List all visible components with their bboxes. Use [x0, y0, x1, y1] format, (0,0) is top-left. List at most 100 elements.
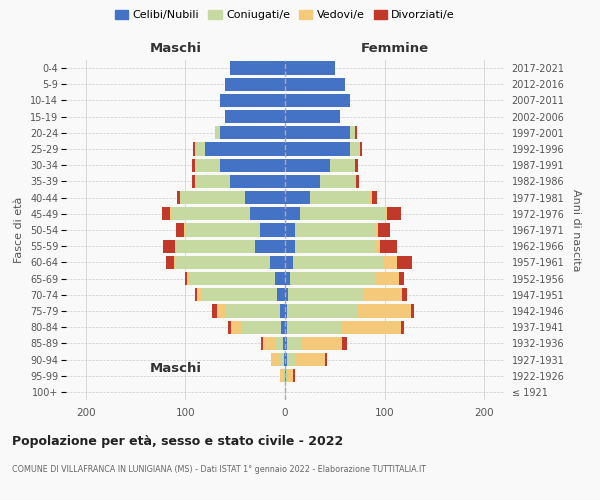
Bar	[196, 288, 197, 302]
Text: Popolazione per età, sesso e stato civile - 2022: Popolazione per età, sesso e stato civil…	[12, 435, 343, 448]
Bar	[285, 126, 350, 140]
Bar	[217, 304, 225, 318]
Bar	[285, 224, 295, 236]
Bar	[285, 191, 310, 204]
Bar	[212, 304, 217, 318]
Bar	[403, 288, 407, 302]
Bar	[196, 175, 230, 188]
Text: Femmine: Femmine	[361, 42, 428, 55]
Bar	[287, 304, 356, 318]
Bar	[355, 126, 356, 140]
Bar	[295, 353, 325, 366]
Bar	[350, 126, 355, 140]
Bar	[187, 272, 190, 285]
Bar	[285, 62, 335, 74]
Bar	[231, 320, 241, 334]
Bar	[285, 353, 287, 366]
Bar	[176, 256, 270, 269]
Bar	[228, 320, 231, 334]
Bar	[173, 256, 176, 269]
Bar	[190, 272, 275, 285]
Y-axis label: Fasce di età: Fasce di età	[14, 197, 25, 263]
Text: COMUNE DI VILLAFRANCA IN LUNIGIANA (MS) - Dati ISTAT 1° gennaio 2022 - Elaborazi: COMUNE DI VILLAFRANCA IN LUNIGIANA (MS) …	[12, 465, 426, 474]
Bar	[271, 353, 279, 366]
Bar	[255, 240, 285, 253]
Bar	[193, 142, 196, 156]
Bar	[355, 158, 358, 172]
Bar	[220, 126, 285, 140]
Bar	[285, 175, 320, 188]
Bar	[285, 78, 345, 91]
Bar	[202, 288, 277, 302]
Bar	[285, 320, 287, 334]
Bar	[401, 320, 404, 334]
Bar	[225, 110, 285, 124]
Bar	[290, 272, 374, 285]
Bar	[261, 336, 263, 350]
Bar	[400, 272, 404, 285]
Bar	[185, 272, 187, 285]
Bar	[285, 94, 350, 107]
Bar	[285, 304, 287, 318]
Bar	[176, 240, 255, 253]
Bar	[302, 336, 342, 350]
Bar	[285, 336, 287, 350]
Bar	[325, 353, 327, 366]
Bar	[397, 256, 412, 269]
Bar	[260, 224, 285, 236]
Bar	[374, 272, 400, 285]
Bar	[205, 142, 285, 156]
Bar	[286, 369, 288, 382]
Bar	[377, 224, 389, 236]
Bar	[178, 191, 181, 204]
Bar	[245, 191, 285, 204]
Bar	[285, 369, 286, 382]
Bar	[355, 175, 356, 188]
Bar	[342, 320, 401, 334]
Bar	[295, 224, 374, 236]
Bar	[263, 336, 275, 350]
Bar	[196, 142, 205, 156]
Bar	[250, 207, 285, 220]
Legend: Celibi/Nubili, Coniugati/e, Vedovi/e, Divorziati/e: Celibi/Nubili, Coniugati/e, Vedovi/e, Di…	[113, 8, 457, 22]
Y-axis label: Anni di nascita: Anni di nascita	[571, 188, 581, 271]
Bar	[310, 191, 370, 204]
Bar	[285, 386, 286, 398]
Bar	[295, 240, 374, 253]
Bar	[230, 175, 285, 188]
Bar	[287, 320, 342, 334]
Bar	[374, 224, 377, 236]
Bar	[241, 320, 281, 334]
Bar	[383, 256, 397, 269]
Bar	[412, 304, 415, 318]
Bar	[320, 175, 355, 188]
Bar	[181, 191, 245, 204]
Bar	[356, 304, 412, 318]
Bar	[293, 369, 295, 382]
Bar	[370, 191, 371, 204]
Bar	[220, 94, 285, 107]
Bar	[280, 304, 285, 318]
Bar	[225, 304, 280, 318]
Bar	[288, 288, 362, 302]
Text: Maschi: Maschi	[149, 42, 202, 55]
Bar	[275, 336, 283, 350]
Bar	[197, 288, 202, 302]
Bar	[230, 62, 285, 74]
Bar	[275, 272, 285, 285]
Bar	[166, 256, 173, 269]
Bar	[356, 175, 359, 188]
Bar	[280, 369, 283, 382]
Bar	[362, 288, 403, 302]
Bar	[300, 207, 385, 220]
Bar	[283, 369, 285, 382]
Bar	[170, 207, 250, 220]
Bar	[215, 126, 220, 140]
Bar	[285, 288, 288, 302]
Bar	[374, 240, 380, 253]
Bar	[163, 240, 175, 253]
Bar	[283, 336, 285, 350]
Bar	[220, 158, 285, 172]
Bar	[193, 175, 196, 188]
Bar	[277, 288, 285, 302]
